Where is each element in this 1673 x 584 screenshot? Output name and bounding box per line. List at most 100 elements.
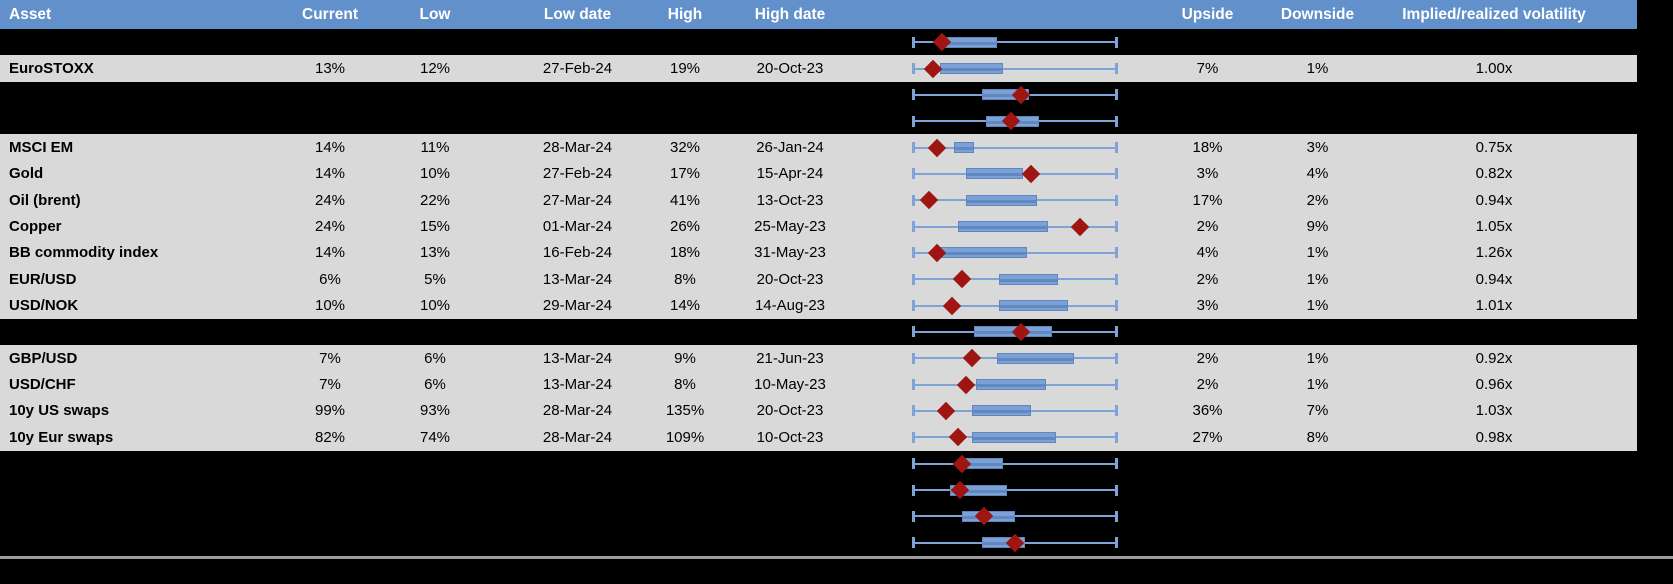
cell-low <box>375 451 495 477</box>
cell-range-plot <box>870 451 1160 477</box>
whisker-line <box>913 515 1117 518</box>
cell-high-date: 14-Aug-23 <box>754 297 826 315</box>
cell-upside: 2% <box>1196 349 1219 367</box>
cell-implied-realized <box>1380 477 1608 503</box>
cell-low: 5% <box>424 270 446 288</box>
current-value-diamond-icon <box>920 191 939 210</box>
current-value-diamond-icon <box>942 296 961 315</box>
cell-low: 74% <box>419 428 451 446</box>
whisker-cap-left <box>912 247 915 259</box>
cell-low <box>375 477 495 503</box>
whisker-cap-right <box>1115 115 1118 127</box>
cell-downside <box>1255 29 1380 55</box>
cell-implied-realized: 1.03x <box>1475 402 1513 420</box>
cell-filler <box>1608 134 1637 160</box>
cell-upside <box>1160 451 1255 477</box>
cell-implied-realized <box>1380 29 1608 55</box>
cell-low-date: 13-Mar-24 <box>542 349 613 367</box>
cell-filler <box>1608 55 1637 81</box>
whisker-cap-left <box>912 273 915 285</box>
cell-implied-realized: 0.75x <box>1475 139 1513 157</box>
whisker-cap-right <box>1115 510 1118 522</box>
cell-range-plot <box>870 292 1160 318</box>
cell-high-date: 15-Apr-24 <box>756 165 824 183</box>
iqr-box <box>996 352 1075 364</box>
whisker-cap-left <box>912 431 915 443</box>
cell-high: 17% <box>669 165 701 183</box>
cell-range-plot <box>870 266 1160 292</box>
cell-range-plot <box>870 108 1160 134</box>
footer-black-band <box>0 559 1673 584</box>
cell-high <box>660 82 710 108</box>
cell-filler <box>1608 319 1637 345</box>
cell-asset: USD/CHF <box>9 376 76 394</box>
cell-range-plot <box>870 503 1160 529</box>
whisker-line <box>913 462 1117 465</box>
cell-low-date: 27-Feb-24 <box>542 165 613 183</box>
cell-upside: 17% <box>1192 191 1223 209</box>
cell-asset <box>0 319 285 345</box>
cell-upside: 27% <box>1192 428 1223 446</box>
cell-low-date: 28-Mar-24 <box>542 139 613 157</box>
current-value-diamond-icon <box>952 270 972 289</box>
iqr-box <box>998 273 1058 285</box>
whisker-cap-left <box>912 142 915 154</box>
whisker-cap-left <box>912 63 915 75</box>
cell-current: 99% <box>314 402 346 420</box>
cell-implied-realized: 0.94x <box>1475 191 1513 209</box>
cell-high: 32% <box>669 139 701 157</box>
cell-filler <box>1608 240 1637 266</box>
cell-current <box>285 451 375 477</box>
whisker-cap-left <box>912 379 915 391</box>
table-row-hidden <box>0 503 1637 530</box>
header-high: High <box>667 5 703 23</box>
cell-low: 22% <box>419 191 451 209</box>
cell-high <box>660 29 710 55</box>
cell-asset <box>0 29 285 55</box>
cell-downside: 8% <box>1306 428 1329 446</box>
cell-filler <box>1608 451 1637 477</box>
cell-low-date: 28-Mar-24 <box>542 402 613 420</box>
table-row-hidden <box>0 450 1637 477</box>
iqr-box <box>939 63 1003 75</box>
table-row: MSCI EM 14% 11% 28-Mar-24 32% 26-Jan-24 18% 3% 0… <box>0 134 1637 161</box>
cell-filler <box>1608 161 1637 187</box>
cell-filler <box>1608 266 1637 292</box>
table-header: Asset Current Low Low date High High dat… <box>0 0 1637 29</box>
cell-upside: 3% <box>1196 165 1219 183</box>
cell-high: 26% <box>669 218 701 236</box>
cell-range-plot <box>870 398 1160 424</box>
cell-high: 9% <box>674 349 696 367</box>
header-low: Low <box>419 5 451 23</box>
cell-low <box>375 29 495 55</box>
cell-upside <box>1160 108 1255 134</box>
table-row-hidden <box>0 81 1637 109</box>
cell-filler <box>1608 29 1637 55</box>
cell-current: 13% <box>314 60 346 78</box>
current-value-diamond-icon <box>948 428 968 447</box>
cell-high-date <box>710 477 870 503</box>
cell-downside <box>1255 319 1380 345</box>
cell-high-date: 10-Oct-23 <box>756 428 824 446</box>
cell-low: 10% <box>419 297 451 315</box>
whisker-cap-left <box>912 221 915 233</box>
whisker-cap-right <box>1115 142 1118 154</box>
cell-downside: 2% <box>1306 191 1329 209</box>
cell-range-plot <box>870 319 1160 345</box>
cell-low: 6% <box>424 376 446 394</box>
whisker-cap-right <box>1115 326 1118 338</box>
cell-downside <box>1255 503 1380 529</box>
cell-asset <box>0 108 285 134</box>
cell-high: 8% <box>674 376 696 394</box>
whisker-cap-right <box>1115 221 1118 233</box>
iqr-box <box>982 537 1026 549</box>
cell-low: 13% <box>419 244 451 262</box>
cell-range-plot <box>870 424 1160 450</box>
header-current: Current <box>302 5 358 23</box>
cell-implied-realized <box>1380 530 1608 556</box>
cell-low-date <box>495 530 660 556</box>
whisker-cap-left <box>912 326 915 338</box>
cell-current <box>285 530 375 556</box>
whisker-cap-right <box>1115 300 1118 312</box>
cell-asset <box>0 503 285 529</box>
